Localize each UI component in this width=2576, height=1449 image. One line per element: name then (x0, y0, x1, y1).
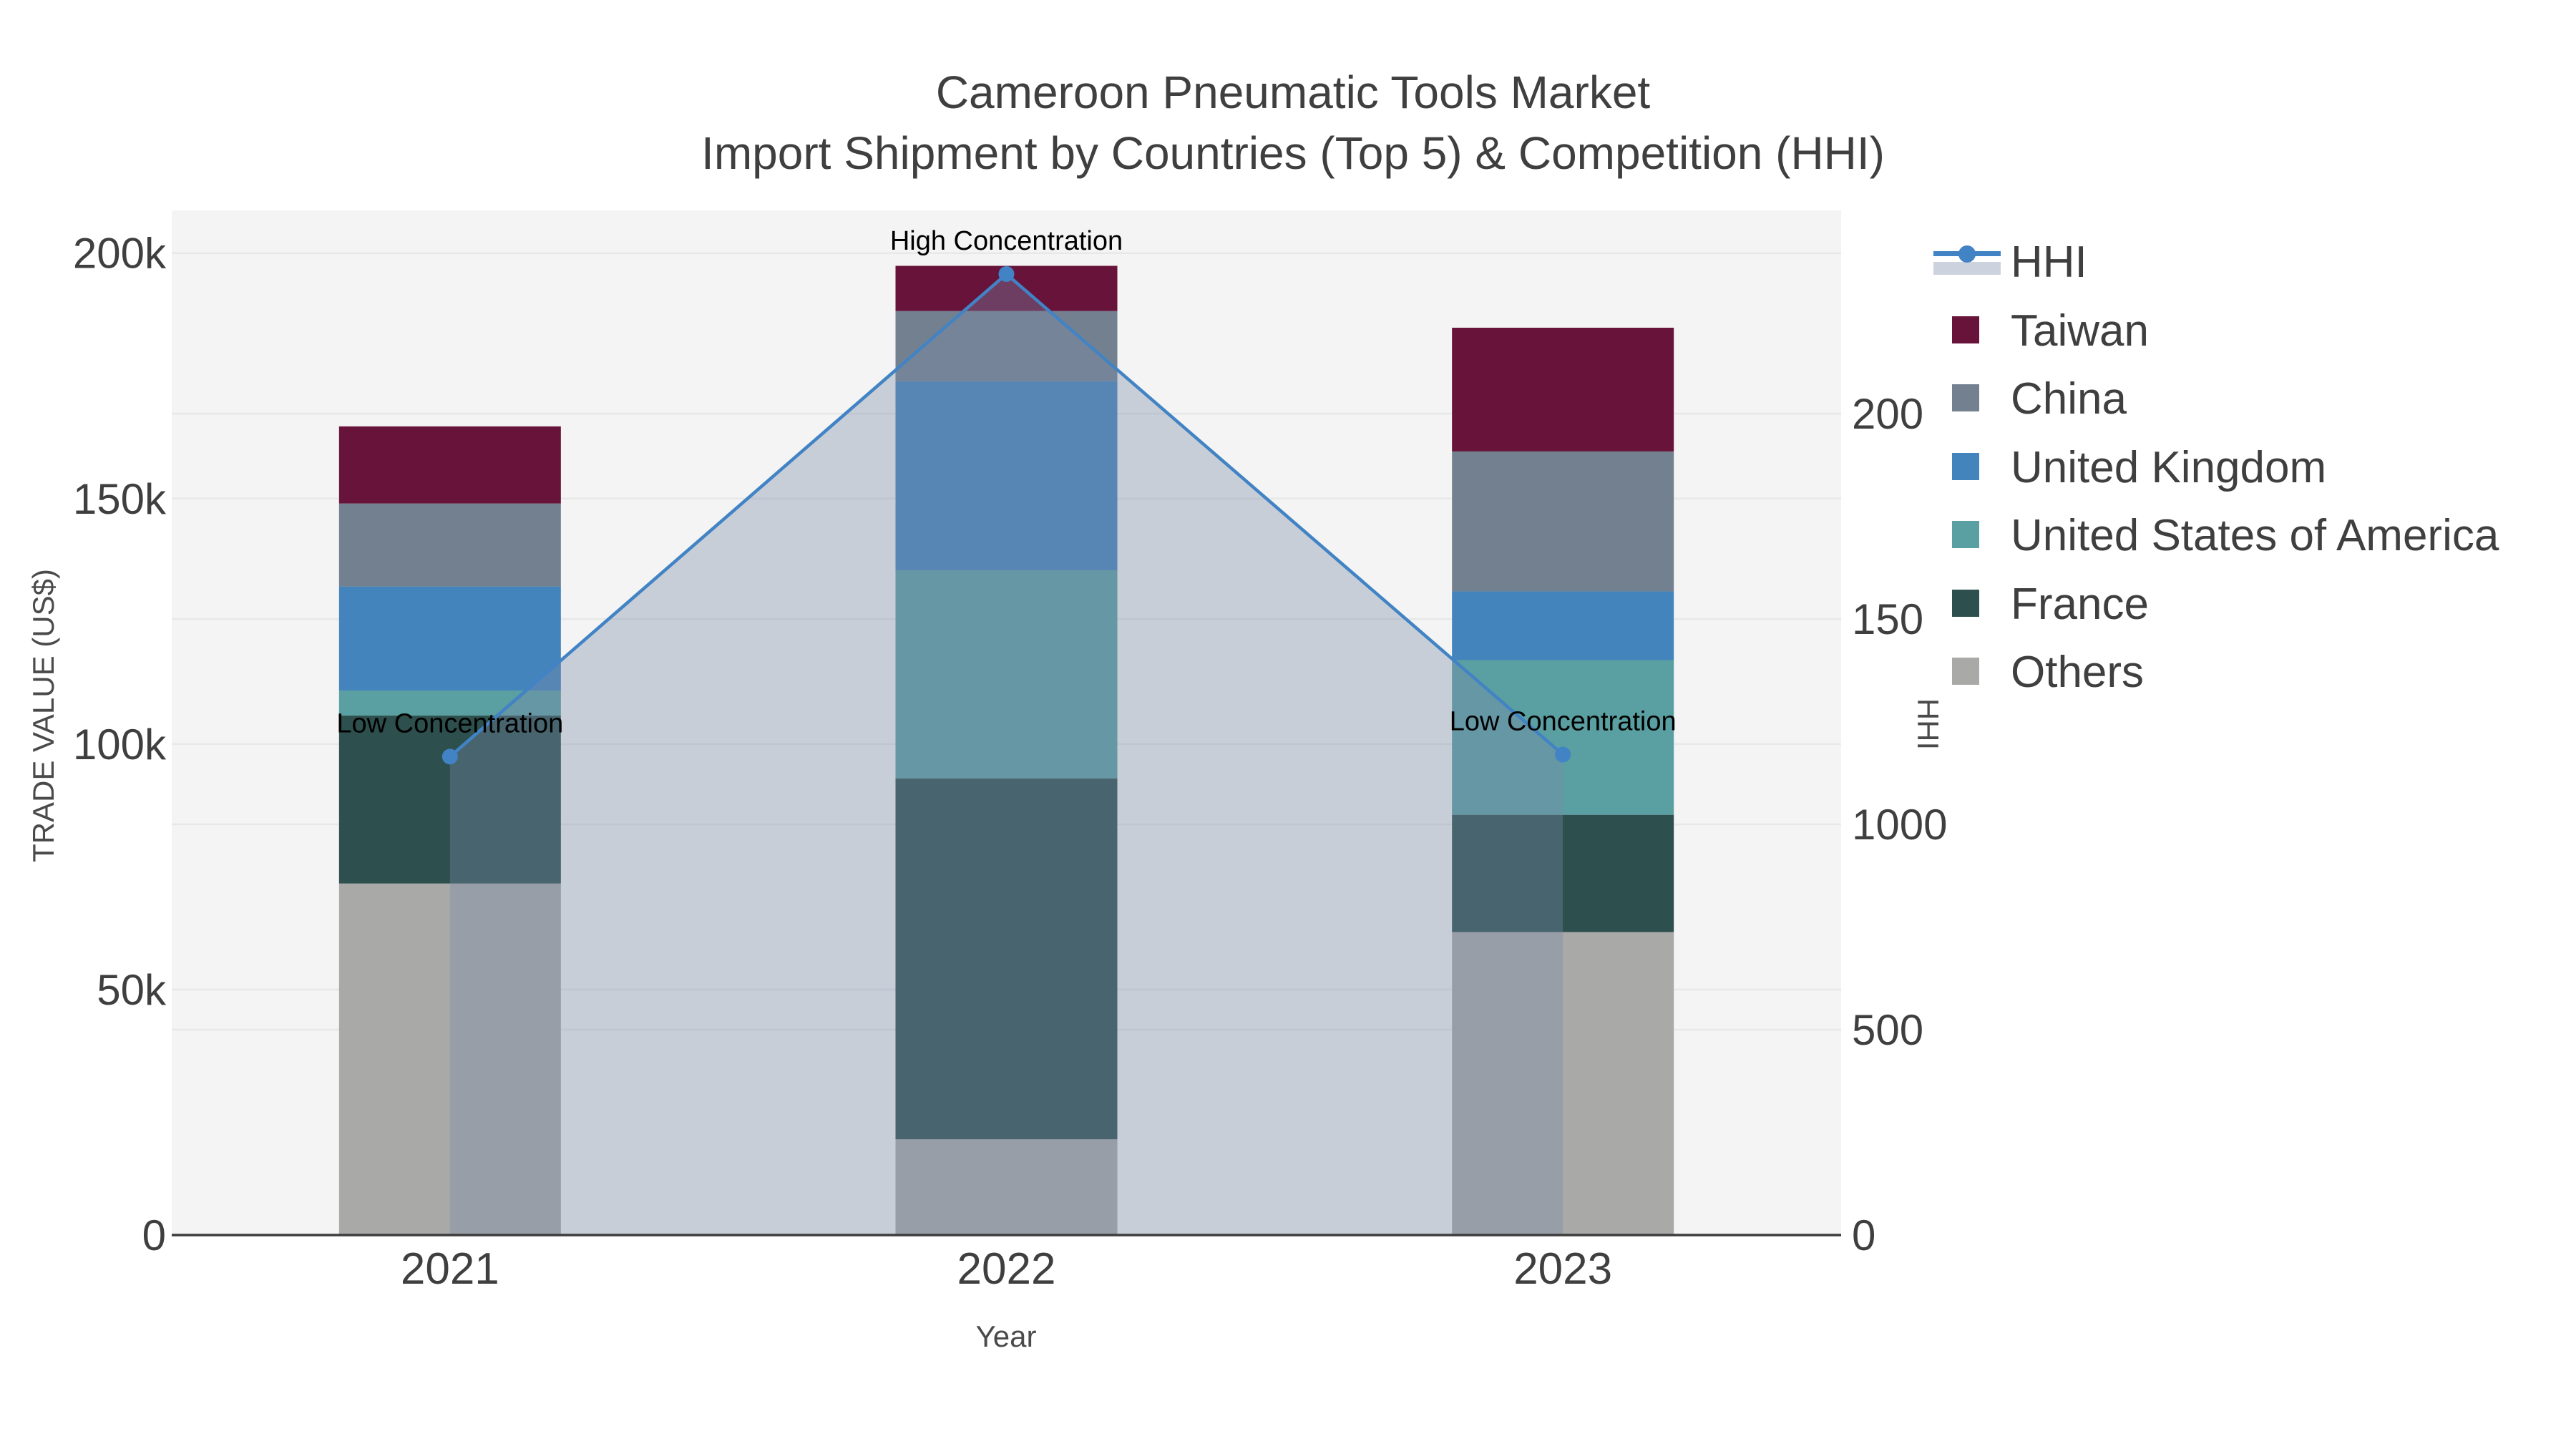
bar-segment-france-2023 (1452, 814, 1674, 932)
y-left-tick-label: 200k (73, 230, 167, 278)
hhi-area-fill (449, 273, 1563, 1235)
legend-color-swatch (1952, 521, 1979, 548)
y-right-axis-title: HHI (1911, 698, 1945, 751)
bar-segment-china-2023 (1452, 451, 1674, 592)
hhi-marker-2022 (998, 265, 1015, 282)
x-tick-label: 2023 (1513, 1244, 1612, 1294)
bar-segment-taiwan-2023 (1452, 327, 1674, 452)
bar-segment-united-kingdom-2021 (338, 586, 561, 691)
legend-color-swatch (1952, 384, 1979, 411)
legend-item-united-kingdom[interactable]: United Kingdom (1952, 443, 2326, 492)
annotation-2021: Low Concentration (336, 708, 563, 738)
annotation-2022: High Concentration (890, 226, 1123, 256)
legend-item-label: Taiwan (2011, 306, 2149, 356)
legend-color-swatch (1952, 453, 1979, 480)
bar-segment-france-2021 (338, 716, 561, 884)
bar-segment-others-2021 (338, 883, 561, 1235)
y-right-tick-label: 500 (1852, 1006, 1923, 1054)
bar-segment-others-2022 (895, 1139, 1118, 1235)
y-left-axis-title: TRADE VALUE (US$) (26, 569, 60, 862)
legend-item-label: HHI (2011, 238, 2087, 287)
chart-subtitle: Import Shipment by Countries (Top 5) & C… (701, 127, 1885, 179)
legend-item-taiwan[interactable]: Taiwan (1952, 306, 2149, 356)
y-left-tick-label: 50k (97, 966, 167, 1014)
y-left-tick-label: 0 (142, 1211, 166, 1259)
legend-hhi-area-swatch (1933, 262, 2001, 275)
hhi-marker-2023 (1555, 746, 1571, 763)
legend-item-france[interactable]: France (1952, 580, 2149, 629)
bar-segment-china-2022 (895, 311, 1118, 381)
legend-item-others[interactable]: Others (1952, 648, 2144, 697)
x-axis-title: Year (975, 1319, 1037, 1353)
legend-item-label: United Kingdom (2011, 443, 2326, 492)
y-right-tick-label: 200 (1852, 390, 1923, 438)
y-right-tick-label: 150 (1852, 595, 1923, 643)
bar-segment-united-states-of-america-2023 (1452, 660, 1674, 815)
annotation-2023: Low Concentration (1450, 706, 1677, 736)
legend-item-label: Others (2011, 648, 2144, 697)
bar-segment-united-states-of-america-2021 (338, 691, 561, 716)
x-tick-label: 2022 (957, 1244, 1056, 1294)
hhi-marker-2021 (441, 748, 458, 765)
legend-item-label: United States of America (2011, 511, 2499, 560)
bar-segment-france-2022 (895, 778, 1118, 1140)
bar-segment-united-states-of-america-2022 (895, 570, 1118, 779)
y-left-tick-label: 150k (73, 475, 167, 523)
bar-segment-united-kingdom-2023 (1452, 591, 1674, 660)
bar-segment-others-2023 (1452, 932, 1674, 1235)
legend-item-united-states-of-america[interactable]: United States of America (1952, 511, 2499, 560)
legend-hhi-marker-icon (1958, 245, 1976, 263)
bar-segment-taiwan-2021 (338, 426, 561, 504)
legend-color-swatch (1952, 316, 1979, 343)
bar-segment-united-kingdom-2022 (895, 381, 1118, 570)
y-right-tick-label: 1000 (1852, 801, 1947, 849)
legend-item-label: China (2011, 374, 2127, 424)
legend-color-swatch (1952, 658, 1979, 685)
legend-item-hhi[interactable]: HHI (1933, 238, 2087, 287)
x-tick-label: 2021 (401, 1244, 499, 1294)
y-right-tick-label: 0 (1852, 1211, 1875, 1259)
legend-color-swatch (1952, 590, 1979, 617)
legend-item-china[interactable]: China (1952, 374, 2127, 424)
legend-item-label: France (2011, 580, 2149, 629)
bar-segment-china-2021 (338, 503, 561, 587)
chart-title: Cameroon Pneumatic Tools Market (935, 67, 1651, 118)
y-left-tick-label: 100k (73, 721, 167, 769)
